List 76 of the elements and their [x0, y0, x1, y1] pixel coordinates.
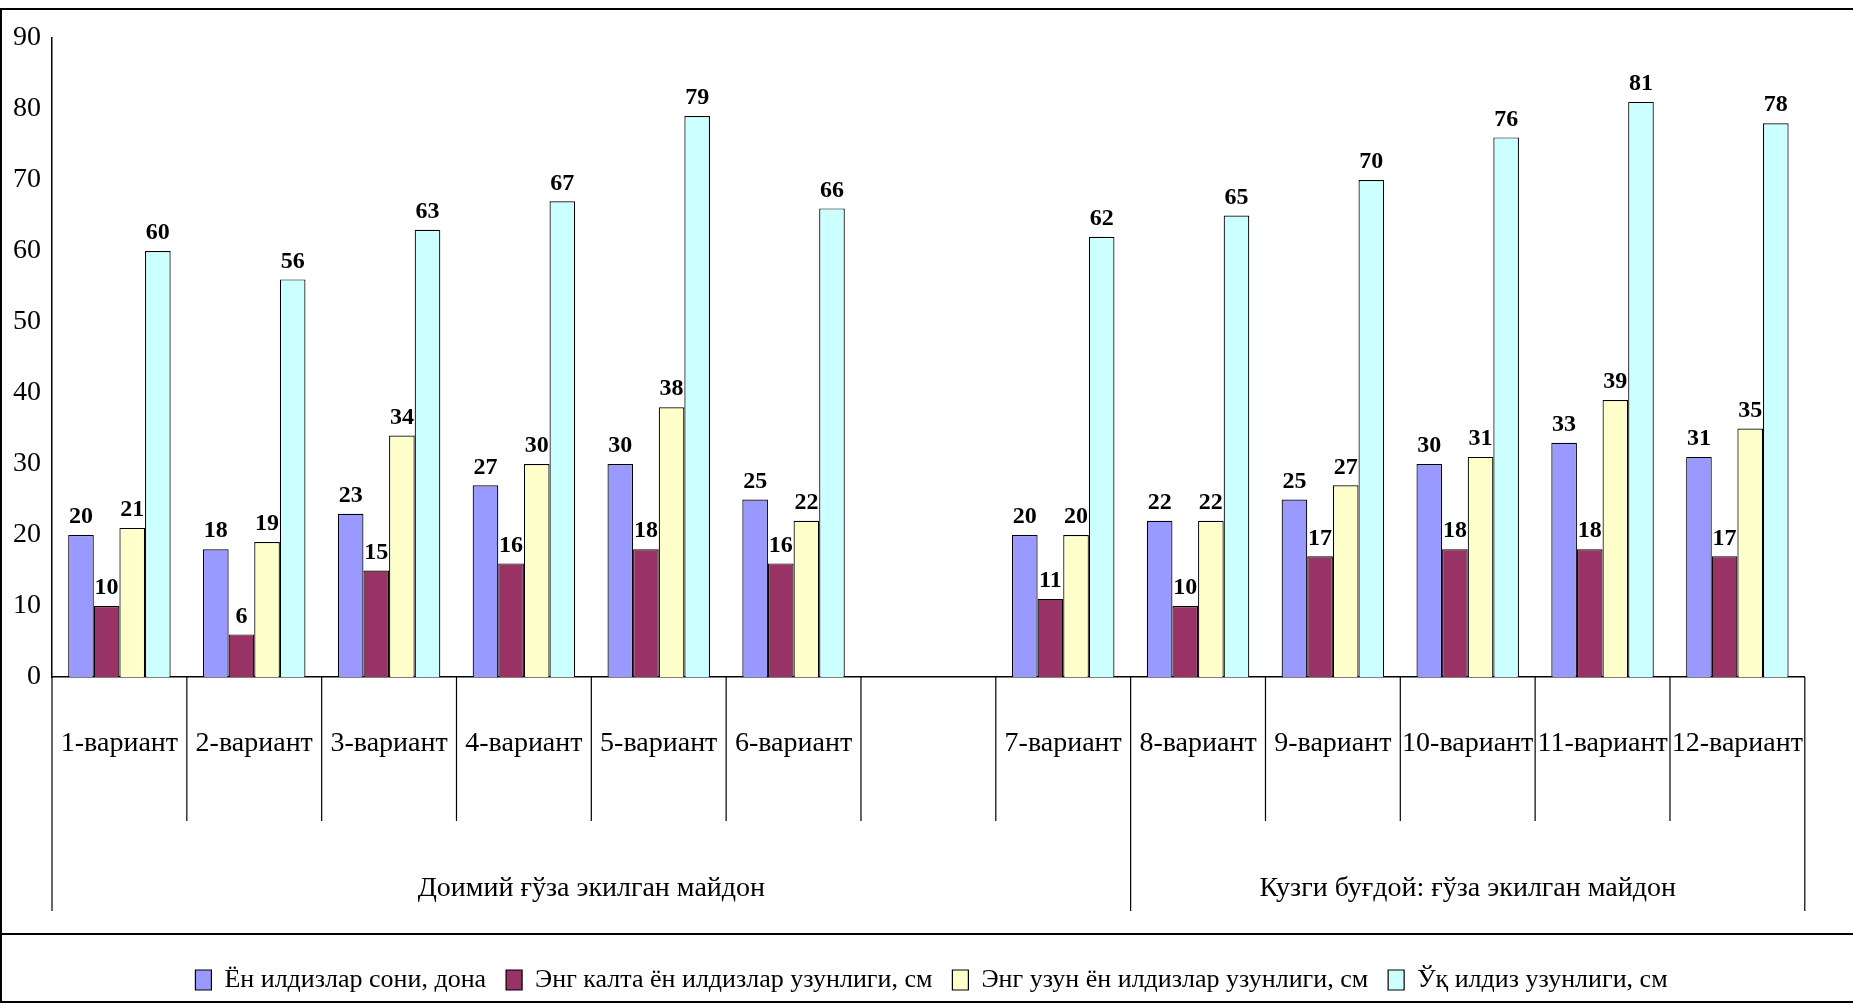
data-label: 15	[364, 537, 389, 564]
data-label: 18	[633, 516, 658, 543]
text: Доимий ғўза экилган майдон	[417, 871, 766, 903]
y-tick-label: 30	[13, 446, 41, 478]
x-tick-label: 4-вариант	[465, 726, 583, 758]
y-tick-label: 20	[13, 517, 41, 549]
data-label: 16	[768, 530, 793, 557]
x-tick-label: 2-вариант	[195, 726, 313, 758]
data-label: 30	[608, 431, 633, 458]
data-label: 27	[473, 452, 498, 479]
data-label: 27	[1333, 452, 1358, 479]
y-tick-label: 70	[13, 162, 41, 194]
y-tick-label: 10	[13, 588, 41, 620]
data-label: 31	[1686, 424, 1711, 451]
x-tick-label: 7-вариант	[1004, 726, 1122, 758]
data-label: 18	[1442, 516, 1467, 543]
data-label: 22	[794, 488, 819, 514]
data-label: 10	[1173, 573, 1198, 600]
data-label: 21	[120, 495, 145, 522]
data-label: 18	[1577, 516, 1602, 543]
data-label: 17	[1712, 523, 1737, 550]
y-tick-label: 90	[13, 20, 41, 52]
data-label: 70	[1359, 147, 1384, 174]
data-label: 20	[1012, 502, 1037, 529]
x-tick-label: 12-вариант	[1671, 726, 1804, 758]
data-label: 39	[1603, 367, 1628, 394]
data-label: 66	[819, 175, 844, 202]
legend-label: Энг калта ён илдизлар узунлиги, см	[535, 963, 933, 993]
data-label: 63	[415, 196, 440, 223]
data-label: 67	[550, 168, 575, 195]
y-tick-label: 0	[27, 659, 41, 691]
legend-label: Энг узун ён илдизлар узунлиги, см	[981, 963, 1369, 993]
data-label: 25	[1282, 466, 1307, 493]
data-label: 6	[235, 601, 248, 628]
data-label: 81	[1628, 69, 1653, 96]
y-tick-label: 80	[13, 91, 41, 123]
x-tick-label: 10-вариант	[1402, 726, 1534, 758]
data-label: 78	[1763, 90, 1788, 117]
data-label: 60	[145, 218, 170, 245]
x-tick-label: 3-вариант	[330, 726, 448, 758]
legend-label: Ён илдизлар сони, дона	[224, 963, 487, 993]
data-label: 16	[499, 530, 524, 557]
data-label: 19	[255, 509, 280, 536]
data-label: 22	[1147, 488, 1172, 514]
data-label: 34	[389, 402, 414, 429]
legend-label: Ўқ илдиз узунлиги, см	[1417, 963, 1668, 993]
y-tick-label: 50	[13, 304, 41, 336]
data-label: 11	[1039, 566, 1062, 593]
data-label: 62	[1089, 204, 1114, 230]
data-label: 76	[1494, 104, 1519, 131]
y-tick-label: 60	[13, 233, 41, 265]
data-label: 35	[1738, 395, 1763, 422]
x-tick-label: 8-вариант	[1139, 726, 1257, 758]
data-label: 22	[1198, 488, 1223, 514]
data-label: 30	[1417, 431, 1442, 458]
y-tick-label: 40	[13, 375, 41, 407]
data-label: 17	[1308, 523, 1333, 550]
text: Кузги буғдой: ғўза экилган майдон	[1259, 871, 1676, 903]
data-label: 18	[203, 516, 228, 543]
data-label: 30	[524, 431, 549, 458]
x-tick-label: 6-вариант	[734, 726, 853, 758]
data-label: 20	[1064, 502, 1089, 529]
data-label: 23	[338, 480, 363, 507]
data-label: 31	[1468, 424, 1493, 451]
data-label: 65	[1224, 182, 1249, 209]
data-label: 79	[685, 83, 710, 110]
data-label: 10	[94, 573, 119, 600]
data-label: 38	[659, 374, 684, 401]
data-label: 25	[743, 466, 768, 493]
data-label: 56	[280, 246, 305, 273]
x-tick-label: 9-вариант	[1274, 726, 1392, 758]
x-tick-label: 11-вариант	[1537, 726, 1668, 758]
x-tick-label: 1-вариант	[60, 726, 179, 758]
data-label: 33	[1552, 409, 1577, 436]
x-tick-label: 5-вариант	[600, 726, 718, 758]
data-label: 20	[68, 502, 93, 529]
